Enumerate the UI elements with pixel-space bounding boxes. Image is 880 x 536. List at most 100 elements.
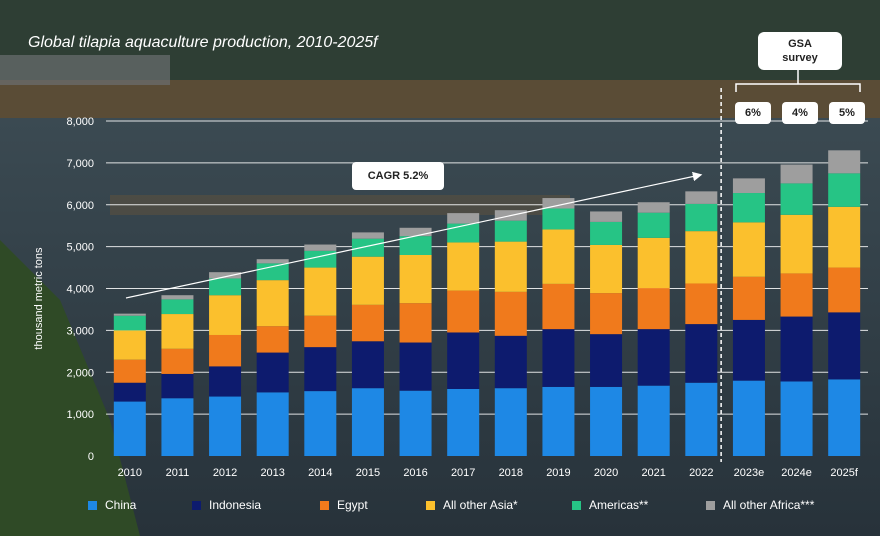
bar-segment xyxy=(351,388,384,456)
y-axis-label: thousand metric tons xyxy=(33,247,45,350)
bar-segment xyxy=(590,244,623,294)
gsa-pct-2025: 5% xyxy=(829,102,865,124)
bar-segment xyxy=(304,244,337,251)
bar-segment xyxy=(542,229,575,284)
bar-segment xyxy=(256,280,289,327)
bar-segment xyxy=(494,335,527,389)
bar-segment xyxy=(685,231,718,284)
legend-item-indonesia: Indonesia xyxy=(192,498,261,512)
x-tick-label: 2010 xyxy=(118,467,142,479)
gsa-label-line1: GSA xyxy=(788,38,812,50)
bar-segment xyxy=(542,329,575,387)
bar-segment xyxy=(304,315,337,348)
bar-segment xyxy=(828,379,861,456)
bar-segment xyxy=(113,330,146,360)
bar-segment xyxy=(637,212,670,238)
bar-segment xyxy=(256,263,289,281)
bar-segment xyxy=(637,202,670,213)
bar-segment xyxy=(780,214,813,274)
x-tick-label: 2024e xyxy=(781,467,812,479)
bar-segment xyxy=(828,267,861,313)
bar-segment xyxy=(447,213,480,224)
legend-swatch-egypt xyxy=(320,500,329,510)
legend-swatch-china xyxy=(88,500,97,510)
bar-segment xyxy=(590,293,623,335)
legend-item-china: China xyxy=(88,498,136,512)
x-tick-label: 2023e xyxy=(734,467,765,479)
bar-segment xyxy=(828,206,861,268)
legend-swatch-other-africa xyxy=(706,500,715,510)
bar-segment xyxy=(637,288,670,330)
bar-segment xyxy=(256,392,289,456)
bar-segment xyxy=(494,241,527,292)
bar-segment xyxy=(494,291,527,336)
bar-segment xyxy=(209,272,242,279)
bar-segment xyxy=(113,382,146,402)
cagr-label: CAGR 5.2% xyxy=(352,162,444,190)
x-tick-label: 2017 xyxy=(451,467,475,479)
bar-segment xyxy=(399,227,432,237)
bar-segment xyxy=(304,347,337,392)
x-tick-label: 2021 xyxy=(641,467,665,479)
x-tick-label: 2025f xyxy=(830,467,858,479)
legend-swatch-americas xyxy=(572,500,581,510)
bar-segment xyxy=(351,341,384,389)
bar-segment xyxy=(351,304,384,342)
bar-segment xyxy=(351,238,384,257)
bar-segment xyxy=(256,326,289,353)
y-tick-label: 7,000 xyxy=(66,158,94,170)
bar-segment xyxy=(590,221,623,245)
bar-segment xyxy=(780,183,813,215)
legend-label-americas: Americas** xyxy=(589,498,649,512)
x-tick-label: 2013 xyxy=(260,467,284,479)
y-tick-label: 8,000 xyxy=(66,116,94,128)
legend-item-other-africa: All other Africa*** xyxy=(706,498,814,512)
bar-segment xyxy=(399,236,432,255)
x-tick-label: 2011 xyxy=(166,467,190,479)
bar-segment xyxy=(113,401,146,456)
chart-title: Global tilapia aquaculture production, 2… xyxy=(28,34,378,51)
legend-label-other-africa: All other Africa*** xyxy=(723,498,815,512)
bar-segment xyxy=(351,232,384,239)
bar-segment xyxy=(494,220,527,242)
x-tick-label: 2018 xyxy=(499,467,523,479)
bar-segment xyxy=(209,366,242,397)
chart-legend: China Indonesia Egypt All other Asia* Am… xyxy=(0,498,880,518)
bar-segment xyxy=(399,342,432,391)
bar-segment xyxy=(732,380,765,456)
bar-segment xyxy=(209,295,242,335)
x-tick-label: 2014 xyxy=(308,467,332,479)
bar-segment xyxy=(161,314,194,349)
bar-segment xyxy=(732,319,765,381)
bar-segment xyxy=(542,198,575,209)
legend-label-indonesia: Indonesia xyxy=(209,498,262,512)
bar-segment xyxy=(161,299,194,315)
legend-label-egypt: Egypt xyxy=(337,498,368,512)
bar-segment xyxy=(399,303,432,343)
bar-segment xyxy=(209,334,242,367)
bar-segment xyxy=(542,386,575,456)
bar-segment xyxy=(685,324,718,383)
bar-segment xyxy=(542,208,575,230)
bar-segment xyxy=(399,390,432,456)
y-tick-label: 5,000 xyxy=(66,242,94,254)
bar-segment xyxy=(542,283,575,330)
bar-segment xyxy=(637,329,670,386)
y-tick-label: 2,000 xyxy=(66,367,94,379)
x-tick-label: 2022 xyxy=(689,467,713,479)
bar-segment xyxy=(685,203,718,232)
bar-segment xyxy=(732,276,765,320)
bar-segment xyxy=(209,278,242,296)
bar-segment xyxy=(828,173,861,207)
bar-segment xyxy=(732,193,765,223)
legend-label-china: China xyxy=(105,498,137,512)
y-tick-label: 6,000 xyxy=(66,200,94,212)
gsa-pct-2024: 4% xyxy=(782,102,818,124)
legend-label-other-asia: All other Asia* xyxy=(443,498,518,512)
legend-item-egypt: Egypt xyxy=(320,498,368,512)
bar-segment xyxy=(685,191,718,204)
bar-segment xyxy=(732,222,765,277)
bar-segment xyxy=(732,178,765,194)
bar-segment xyxy=(828,150,861,174)
bar-segment xyxy=(399,255,432,304)
